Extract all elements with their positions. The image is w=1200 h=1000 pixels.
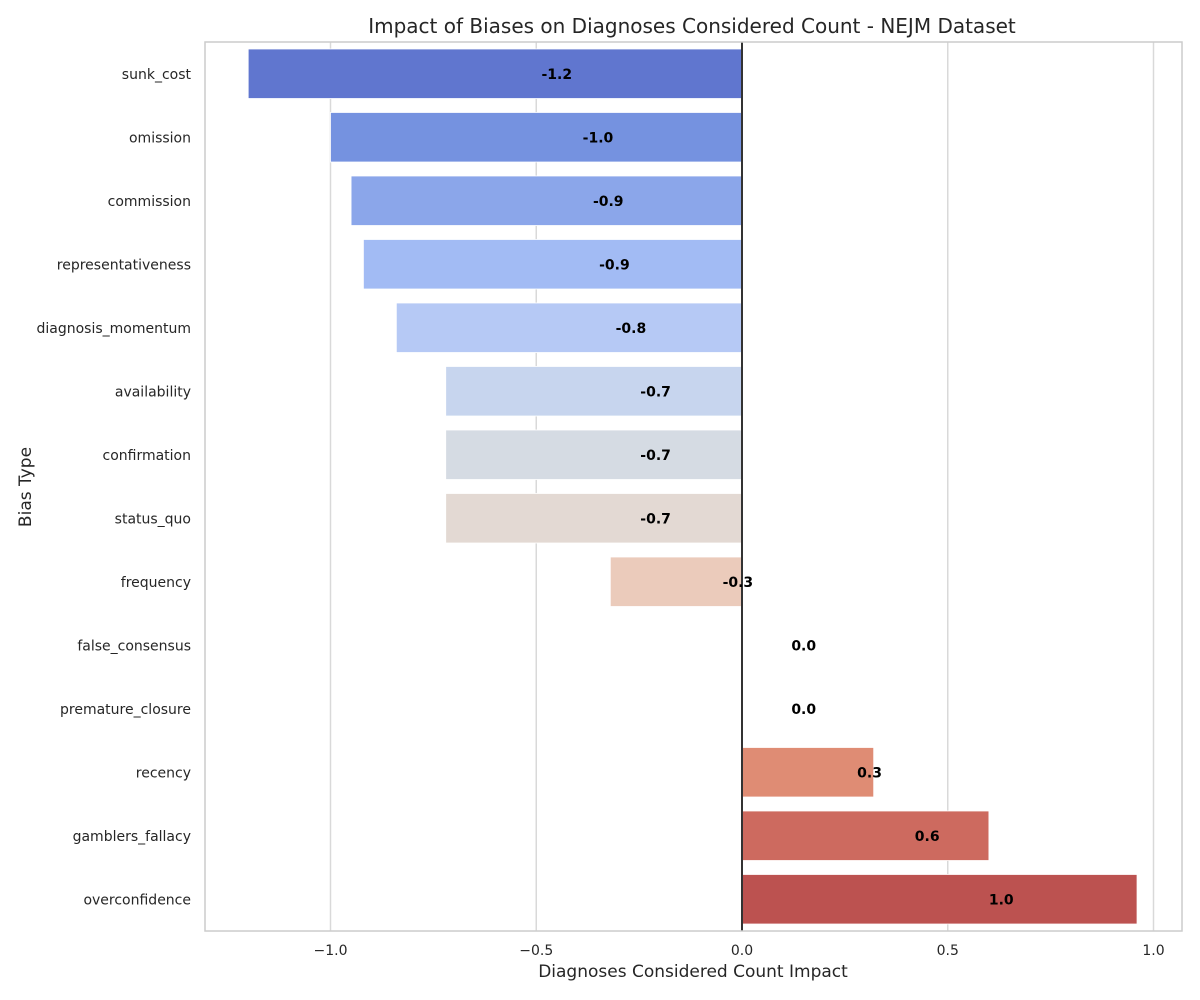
category-label: representativeness — [57, 257, 191, 273]
bars — [247, 48, 1138, 925]
data-label: -0.7 — [640, 511, 671, 527]
plot-frame — [204, 41, 1183, 932]
category-label: sunk_cost — [122, 67, 192, 83]
category-label: availability — [115, 384, 191, 400]
x-tick-labels: −1.0 −0.5 0.0 0.5 1.0 — [314, 943, 1165, 959]
category-label: recency — [136, 765, 191, 781]
category-label: false_consensus — [77, 638, 191, 654]
bar-confirmation — [445, 429, 743, 480]
x-tick-label: 1.0 — [1142, 943, 1164, 959]
category-label: diagnosis_momentum — [37, 321, 192, 337]
x-tick-label: 0.5 — [937, 943, 959, 959]
data-label: -0.7 — [640, 384, 671, 400]
bar-representativeness — [363, 239, 743, 290]
data-labels: -1.2 -1.0 -0.9 -0.9 -0.8 -0.7 -0.7 -0.7 -0.3 0.0 0… — [542, 67, 1014, 909]
y-axis-label: Bias Type — [16, 447, 36, 527]
chart-title: Impact of Biases on Diagnoses Considered… — [368, 14, 1016, 38]
category-label: frequency — [121, 575, 191, 591]
category-label: gamblers_fallacy — [73, 829, 191, 845]
bar-diagnosis-momentum — [395, 302, 743, 353]
data-label: 1.0 — [989, 892, 1014, 908]
category-label: overconfidence — [83, 892, 191, 908]
category-labels: sunk_cost omission commission representativ… — [37, 67, 192, 909]
data-label: 0.3 — [857, 765, 882, 781]
bar-status-quo — [445, 493, 743, 544]
bar-omission — [330, 112, 743, 163]
bar-frequency — [609, 556, 743, 607]
x-tick-label: −0.5 — [519, 943, 553, 959]
data-label: -0.9 — [593, 194, 624, 210]
data-label: 0.6 — [915, 829, 940, 845]
bar-commission — [350, 175, 743, 226]
data-label: -0.7 — [640, 448, 671, 464]
data-label: -0.9 — [599, 257, 630, 273]
x-tick-label: 0.0 — [731, 943, 753, 959]
bar-sunk-cost — [247, 48, 743, 99]
category-label: confirmation — [103, 448, 192, 464]
category-label: status_quo — [115, 511, 191, 527]
bar-recency — [741, 747, 875, 798]
data-label: -0.8 — [616, 321, 647, 337]
data-label: -1.0 — [583, 130, 614, 146]
bar-overconfidence — [741, 874, 1138, 925]
category-label: omission — [129, 130, 191, 146]
data-label: 0.0 — [791, 638, 816, 654]
data-label: -1.2 — [542, 67, 573, 83]
data-label: 0.0 — [791, 702, 816, 718]
x-tick-label: −1.0 — [314, 943, 348, 959]
bar-gamblers-fallacy — [741, 810, 990, 861]
category-label: premature_closure — [60, 702, 191, 718]
bar-availability — [445, 366, 743, 417]
x-axis-label: Diagnoses Considered Count Impact — [538, 962, 848, 982]
category-label: commission — [108, 194, 191, 210]
data-label: -0.3 — [723, 575, 754, 591]
